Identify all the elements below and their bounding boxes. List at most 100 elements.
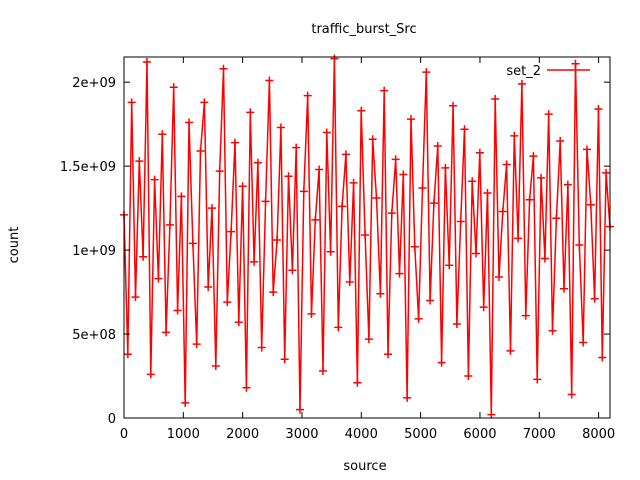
data-point: [517, 79, 526, 88]
data-point: [276, 123, 285, 132]
y-tick-label: 0: [108, 412, 116, 427]
data-point: [257, 343, 266, 352]
data-point: [556, 136, 565, 145]
y-axis: 0 5e+08 1e+09 1.5e+09 2e+09: [60, 76, 610, 427]
data-point: [131, 293, 140, 302]
data-point: [200, 98, 209, 107]
data-point: [341, 150, 350, 159]
y-axis-label: count: [7, 227, 22, 264]
data-point: [533, 375, 542, 384]
data-point: [230, 138, 239, 147]
data-point: [510, 131, 519, 140]
data-point: [135, 157, 144, 166]
x-tick-label: 8000: [582, 427, 615, 442]
data-point: [414, 314, 423, 323]
data-point: [475, 148, 484, 157]
data-point: [586, 200, 595, 209]
data-point: [567, 390, 576, 399]
data-point: [315, 165, 324, 174]
data-point: [384, 350, 393, 359]
data-point: [250, 257, 259, 266]
data-point: [192, 340, 201, 349]
data-point: [299, 187, 308, 196]
data-point: [395, 269, 404, 278]
data-point: [154, 274, 163, 283]
data-point: [330, 54, 339, 63]
data-point: [571, 59, 580, 68]
data-point: [318, 366, 327, 375]
data-point: [410, 242, 419, 251]
data-point: [483, 189, 492, 198]
data-point: [502, 160, 511, 169]
data-point: [288, 266, 297, 275]
data-point: [169, 83, 178, 92]
data-point: [479, 303, 488, 312]
y-tick-label: 1.5e+09: [60, 160, 116, 175]
x-tick-label: 5000: [404, 427, 437, 442]
data-point: [487, 410, 496, 419]
data-point: [223, 298, 232, 307]
data-point: [292, 143, 301, 152]
data-point: [594, 105, 603, 114]
data-point: [269, 288, 278, 297]
data-point: [437, 358, 446, 367]
data-point: [280, 355, 289, 364]
data-point: [338, 202, 347, 211]
x-tick-label: 0: [120, 427, 128, 442]
data-point: [521, 311, 530, 320]
x-tick-label: 3000: [285, 427, 318, 442]
data-point: [537, 173, 546, 182]
data-point: [449, 101, 458, 110]
data-point: [406, 115, 415, 124]
data-point: [445, 261, 454, 270]
data-point: [422, 68, 431, 77]
y-tick-label: 5e+08: [72, 328, 116, 343]
data-point: [261, 197, 270, 206]
data-point: [441, 163, 450, 172]
data-point: [165, 220, 174, 229]
x-tick-label: 4000: [345, 427, 378, 442]
data-point: [391, 155, 400, 164]
data-point: [529, 152, 538, 161]
data-point: [188, 239, 197, 248]
data-point: [246, 108, 255, 117]
data-point: [127, 98, 136, 107]
data-point: [376, 289, 385, 298]
data-point: [472, 249, 481, 258]
data-point: [253, 158, 262, 167]
series-set-2-markers: [120, 54, 614, 419]
x-tick-label: 2000: [226, 427, 259, 442]
data-point: [560, 284, 569, 293]
data-point: [349, 178, 358, 187]
y-tick-label: 2e+09: [72, 76, 116, 91]
data-point: [357, 106, 366, 115]
series-line-set-2: [123, 58, 611, 415]
data-point: [399, 170, 408, 179]
data-point: [208, 204, 217, 213]
data-point: [372, 194, 381, 203]
data-point: [353, 378, 362, 387]
data-point: [403, 393, 412, 402]
data-point: [387, 209, 396, 218]
data-point: [460, 125, 469, 134]
data-point: [468, 177, 477, 186]
data-point: [368, 135, 377, 144]
data-point: [158, 130, 167, 139]
data-point: [273, 236, 282, 245]
x-tick-label: 7000: [523, 427, 556, 442]
x-tick-label: 1000: [167, 427, 200, 442]
y-tick-label: 1e+09: [72, 244, 116, 259]
x-axis-label: source: [343, 459, 386, 474]
data-point: [364, 335, 373, 344]
series-set-2-lines: [123, 58, 611, 415]
legend-label-set-2: set_2: [506, 64, 541, 79]
data-point: [418, 183, 427, 192]
data-point: [498, 207, 507, 216]
data-point: [311, 215, 320, 224]
data-point: [296, 405, 305, 414]
data-point: [284, 172, 293, 181]
data-point: [464, 372, 473, 381]
x-tick-label: 6000: [463, 427, 496, 442]
data-point: [491, 94, 500, 103]
data-point: [204, 283, 213, 292]
